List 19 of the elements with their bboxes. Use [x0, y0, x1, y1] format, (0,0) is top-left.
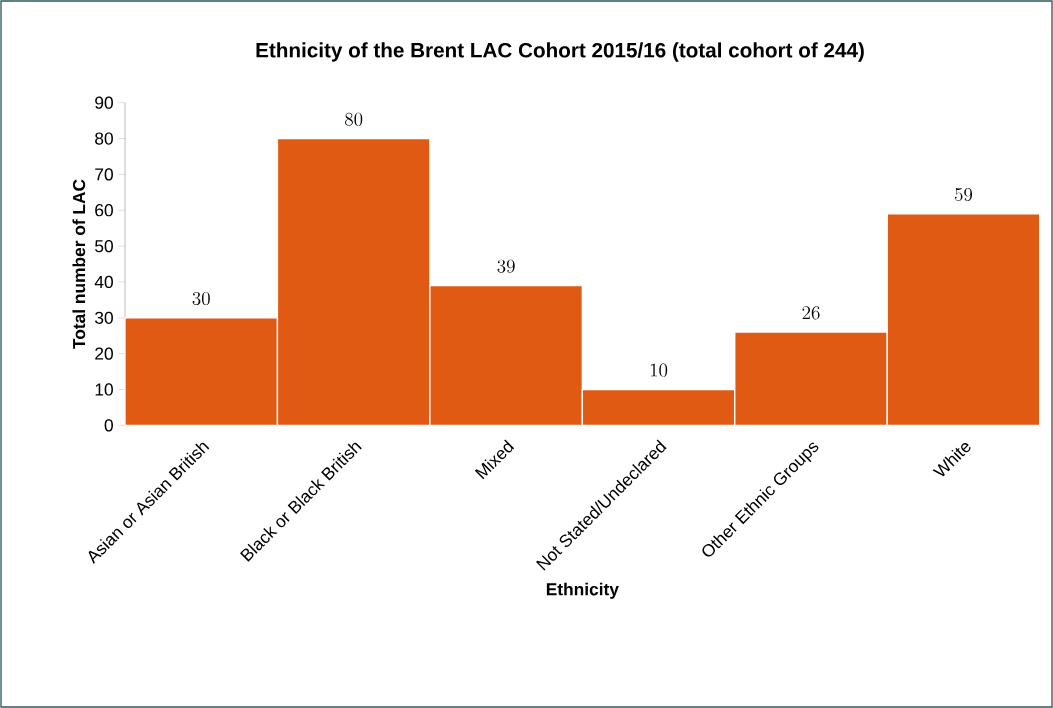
- data-label: 10: [650, 363, 668, 377]
- x-axis-title: Ethnicity: [546, 582, 619, 599]
- data-label: 26: [802, 306, 820, 320]
- y-tick-label: 40: [94, 275, 113, 289]
- y-axis-title: Total number of LAC: [72, 179, 86, 349]
- chart-title: Ethnicity of the Brent LAC Cohort 2015/16 (total cohort of 244): [256, 42, 864, 62]
- y-tick-label: 60: [95, 204, 113, 217]
- y-tick-label: 70: [95, 168, 113, 181]
- y-tick-label: 50: [95, 239, 113, 253]
- y-tick-label: 90: [95, 96, 113, 109]
- y-tick-label: 10: [95, 383, 113, 396]
- y-tick-label: 80: [95, 132, 113, 145]
- y-tick-label: 20: [95, 347, 113, 360]
- data-label: 30: [192, 291, 210, 306]
- data-label: 39: [497, 259, 515, 273]
- data-label: 80: [345, 112, 363, 126]
- data-label: 59: [954, 187, 973, 202]
- y-tick-label: 0: [104, 419, 113, 432]
- y-tick-label: 30: [95, 311, 113, 324]
